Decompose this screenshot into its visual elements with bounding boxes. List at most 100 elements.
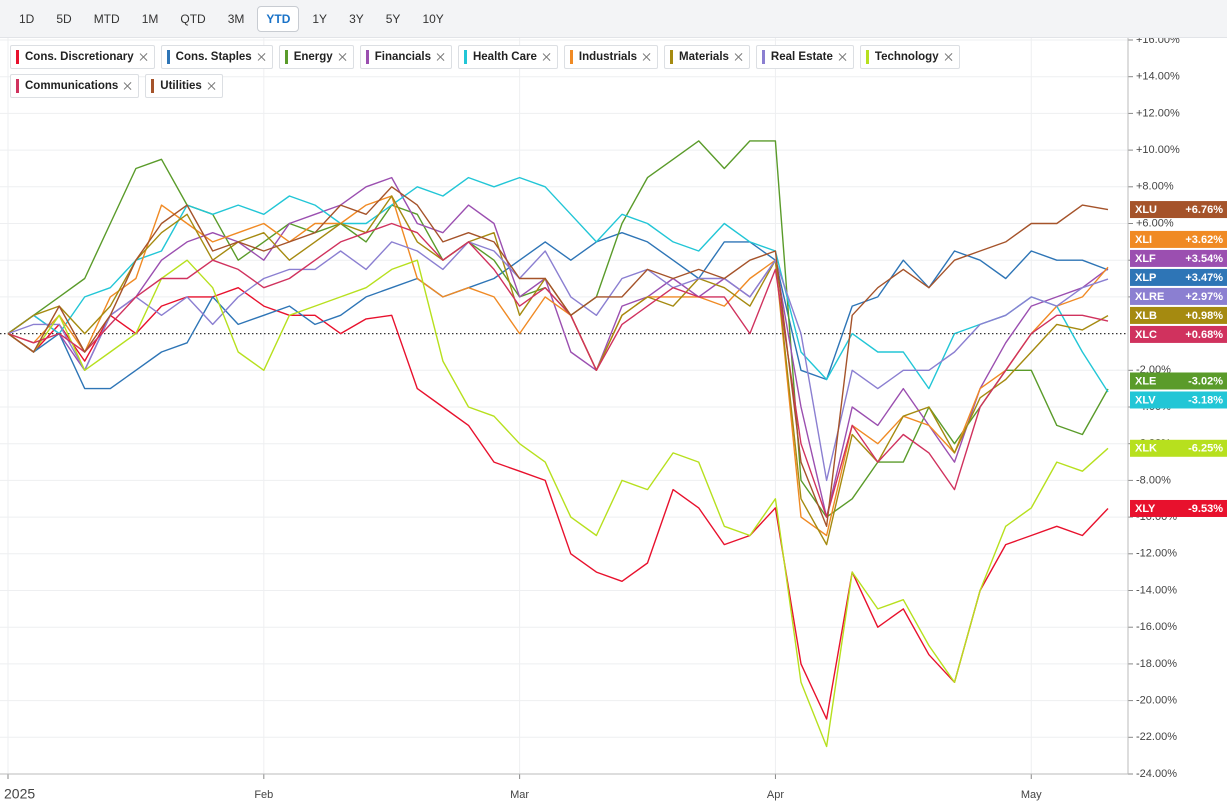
end-label-box	[1130, 287, 1227, 305]
end-label: XLK -6.25%	[1130, 439, 1227, 457]
end-label-box	[1130, 372, 1227, 390]
legend-remove[interactable]	[258, 53, 266, 61]
end-label-ticker: XLF	[1135, 253, 1156, 265]
x-tick-label: Mar	[510, 789, 529, 801]
legend-swatch	[463, 50, 467, 64]
legend-item[interactable]: Cons. Staples	[160, 45, 273, 69]
end-label-ticker: XLP	[1135, 272, 1156, 284]
end-label: XLV -3.18%	[1130, 391, 1227, 409]
legend-remove[interactable]	[339, 53, 347, 61]
legend-swatch	[16, 50, 19, 64]
end-label: XLC +0.68%	[1130, 325, 1227, 343]
legend-item[interactable]: Health Care	[457, 45, 558, 69]
y-tick-label: -24.00%	[1136, 768, 1177, 780]
range-button[interactable]: 1Y	[312, 11, 328, 26]
end-label-box	[1130, 439, 1227, 457]
range-button[interactable]: 3Y	[349, 11, 364, 26]
legend-item[interactable]: Industrials	[563, 45, 659, 69]
y-tick-label: +14.00%	[1136, 71, 1180, 83]
legend-label: Real Estate	[770, 51, 833, 63]
end-label-ticker: XLU	[1135, 204, 1157, 216]
end-label-value: -6.25%	[1188, 443, 1223, 455]
legend-remove[interactable]	[945, 53, 953, 61]
end-label-value: +6.76%	[1185, 204, 1223, 216]
legend-swatch	[151, 79, 155, 93]
legend-remove[interactable]	[437, 53, 445, 61]
end-label-value: -3.18%	[1188, 394, 1223, 406]
legend-swatch	[284, 50, 288, 64]
end-label-ticker: XLV	[1135, 394, 1156, 406]
end-label: XLF +3.54%	[1130, 249, 1227, 267]
legend-swatch	[761, 50, 765, 64]
legend-swatch	[365, 50, 369, 64]
x-tick-label: May	[1021, 789, 1042, 801]
range-button[interactable]: 10Y	[422, 11, 444, 26]
legend-remove[interactable]	[839, 53, 847, 61]
end-label-ticker: XLK	[1135, 443, 1157, 455]
legend-remove[interactable]	[643, 53, 651, 61]
end-label-box	[1130, 325, 1227, 343]
legend-remove[interactable]	[124, 82, 132, 90]
end-label: XLI +3.62%	[1130, 230, 1227, 248]
range-button[interactable]: 3M	[227, 11, 245, 26]
legend-item[interactable]: Technology	[859, 45, 960, 69]
legend-item[interactable]: Cons. Discretionary	[10, 45, 155, 69]
range-bar: 1D 5D MTD 1M QTD 3M YTD 1Y 3Y 5Y 10Y	[0, 0, 1227, 38]
legend-label: Financials	[374, 51, 431, 63]
y-tick-label: -16.00%	[1136, 621, 1177, 633]
legend: Cons. Discretionary Cons. Staples Energy Fi…	[10, 45, 970, 98]
legend-item[interactable]: Materials	[664, 45, 750, 69]
end-label: XLU +6.76%	[1130, 201, 1227, 219]
legend-label: Health Care	[472, 51, 537, 63]
range-button[interactable]: 5Y	[385, 11, 401, 26]
legend-item[interactable]: Communications	[10, 74, 140, 98]
end-label-box	[1130, 306, 1227, 324]
series-line	[7, 140, 1109, 518]
series-line	[7, 195, 1109, 537]
legend-item[interactable]: Utilities	[145, 74, 223, 98]
legend-remove[interactable]	[208, 82, 216, 90]
legend-label: Utilities	[160, 80, 202, 92]
end-label-box	[1130, 230, 1227, 248]
x-tick-label: Feb	[254, 789, 273, 801]
legend-label: Technology	[874, 51, 939, 63]
range-button[interactable]: 1M	[141, 11, 159, 26]
range-button[interactable]: MTD	[93, 11, 120, 26]
range-button[interactable]: 1D	[19, 11, 35, 26]
legend-remove[interactable]	[140, 53, 148, 61]
range-button[interactable]: 5D	[56, 11, 72, 26]
end-label-ticker: XLRE	[1135, 291, 1164, 303]
series-line	[7, 241, 1109, 482]
end-label-ticker: XLC	[1135, 329, 1157, 341]
end-label-value: +0.68%	[1185, 329, 1223, 341]
end-label-value: +0.98%	[1185, 310, 1223, 322]
end-label-box	[1130, 499, 1227, 517]
end-label-ticker: XLB	[1135, 310, 1157, 322]
y-tick-label: +12.00%	[1136, 107, 1180, 119]
range-button[interactable]: YTD	[257, 5, 300, 32]
legend-remove[interactable]	[543, 53, 551, 61]
legend-item[interactable]: Financials	[359, 45, 452, 69]
y-tick-label: -18.00%	[1136, 658, 1177, 670]
series-line	[7, 232, 1109, 390]
legend-remove[interactable]	[735, 53, 743, 61]
legend-swatch	[670, 50, 674, 64]
legend-item[interactable]: Real Estate	[755, 45, 854, 69]
y-tick-label: -20.00%	[1136, 695, 1177, 707]
range-button[interactable]: QTD	[180, 11, 206, 26]
end-label-box	[1130, 201, 1227, 219]
end-label-ticker: XLE	[1135, 375, 1156, 387]
y-tick-label: +10.00%	[1136, 144, 1180, 156]
y-tick-label: -22.00%	[1136, 731, 1177, 743]
end-label-box	[1130, 391, 1227, 409]
series-line	[7, 259, 1109, 748]
legend-label: Industrials	[578, 51, 638, 63]
series-line	[7, 186, 1109, 527]
end-label-box	[1130, 268, 1227, 286]
series-line	[7, 222, 1109, 518]
end-label-value: +3.62%	[1185, 234, 1223, 246]
legend-swatch	[16, 79, 19, 93]
legend-item[interactable]: Energy	[278, 45, 354, 69]
